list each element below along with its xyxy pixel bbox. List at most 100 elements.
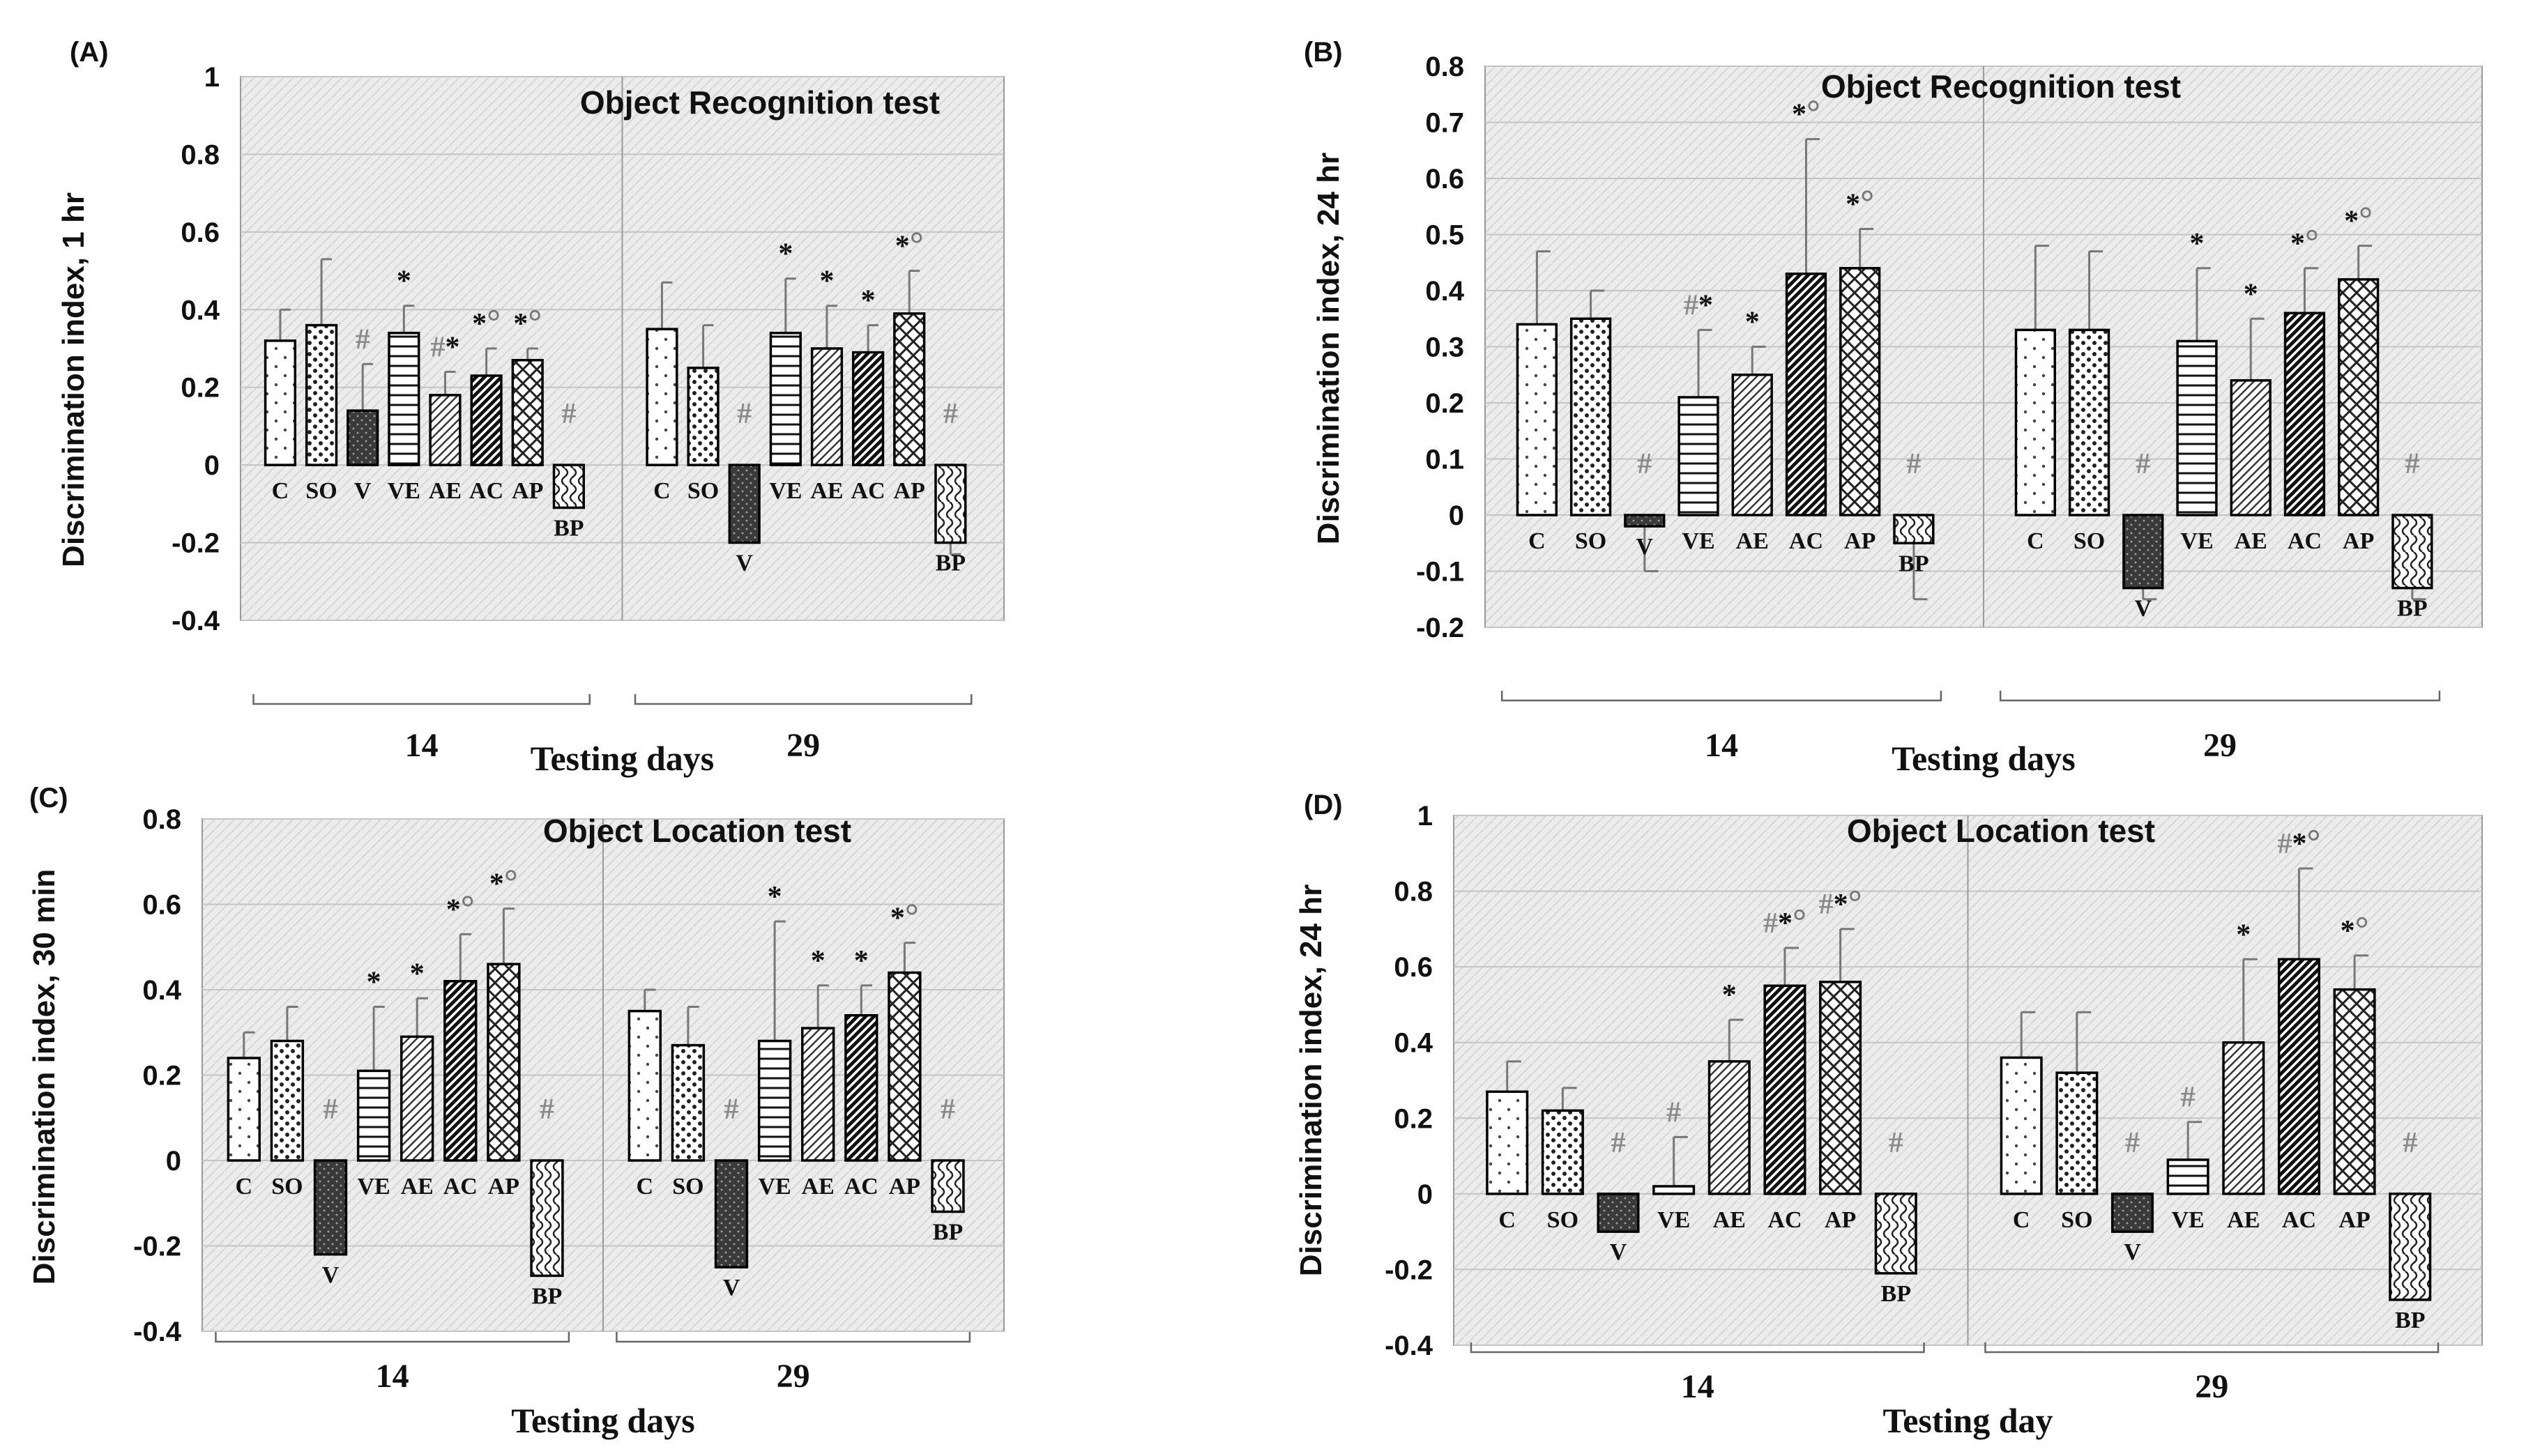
day-label: 29 (2195, 1368, 2228, 1405)
category-label: C (2013, 1207, 2030, 1233)
bar-ac (443, 980, 478, 1162)
bar-bp (552, 463, 585, 509)
significance-marker: # (561, 398, 576, 430)
category-label: C (272, 478, 289, 504)
category-label: V (354, 478, 372, 504)
significance-marker: * (854, 945, 869, 977)
bar-ve (769, 331, 802, 466)
category-label: SO (271, 1174, 303, 1200)
category-label: AC (2288, 528, 2322, 554)
y-tick-label: 0.2 (1394, 1103, 1433, 1134)
significance-marker: * (410, 958, 425, 990)
bar-v (1624, 514, 1666, 528)
category-label: VE (1682, 528, 1714, 554)
category-label: AC (469, 478, 503, 504)
day-label: 29 (786, 727, 820, 764)
bar-ve (757, 1039, 792, 1162)
category-label: SO (1575, 528, 1606, 554)
category-label: AC (1767, 1207, 1802, 1233)
y-tick-label: -0.1 (1416, 557, 1464, 588)
group-bracket (634, 694, 973, 705)
y-tick-label: 0.4 (142, 975, 181, 1006)
category-label: AP (1844, 528, 1876, 554)
significance-marker: * (819, 266, 834, 298)
category-label: VE (357, 1174, 390, 1200)
bar-c (227, 1057, 261, 1162)
bar-so (687, 367, 720, 466)
bar-c (1516, 323, 1558, 516)
bar-bp (1893, 514, 1935, 544)
bar-so (2068, 328, 2110, 516)
category-label: V (322, 1262, 340, 1288)
bar-so (1569, 317, 1612, 516)
bar-v (1597, 1193, 1640, 1233)
x-axis-label: Testing day (1882, 1401, 2053, 1440)
bar-bp (931, 1159, 965, 1213)
significance-marker: # (2136, 448, 2150, 480)
x-axis-label: Testing days (511, 1401, 695, 1440)
category-label: AE (2227, 1207, 2260, 1233)
category-label: VE (388, 478, 420, 504)
bar-c (646, 328, 678, 466)
category-label: AE (810, 478, 843, 504)
group-bracket (1500, 691, 1942, 702)
significance-marker: * (397, 266, 411, 298)
y-tick-label: 0.6 (181, 217, 220, 248)
bar-ac (1763, 984, 1806, 1195)
group-bracket (252, 694, 591, 705)
group-bracket (1999, 691, 2441, 702)
category-label: SO (1547, 1207, 1578, 1233)
group-bracket (215, 1332, 570, 1343)
significance-marker: # (324, 1094, 338, 1126)
bar-bp (2389, 1193, 2432, 1301)
category-label: AC (844, 1174, 878, 1200)
significance-marker: *° (2341, 909, 2369, 948)
significance-marker: #*° (1819, 882, 1862, 921)
day-label: 14 (1705, 727, 1738, 764)
y-axis-label: Discrimination index, 30 min (27, 869, 61, 1285)
bar-ap (1839, 267, 1881, 516)
category-label: SO (672, 1174, 703, 1200)
significance-marker: # (1637, 448, 1652, 480)
significance-marker: * (768, 881, 782, 913)
y-tick-label: -0.4 (133, 1317, 182, 1347)
category-label: V (723, 1275, 740, 1301)
category-label: C (2027, 528, 2044, 554)
day-label: 29 (2203, 727, 2237, 764)
category-label: SO (687, 478, 719, 504)
x-axis-label: Testing days (1892, 739, 2076, 778)
panel-label: (C) (29, 783, 68, 813)
bar-c (1486, 1090, 1529, 1195)
significance-marker: * (2190, 228, 2205, 260)
bar-ac (851, 351, 885, 466)
significance-marker: *° (2290, 222, 2319, 261)
y-tick-label: 0.2 (181, 373, 220, 404)
bar-ap (487, 963, 521, 1162)
bar-ve (1677, 396, 1719, 516)
significance-marker: * (2244, 278, 2258, 310)
bar-ve (388, 331, 420, 466)
significance-marker: * (778, 238, 793, 270)
category-label: BP (532, 1283, 562, 1309)
y-tick-label: 0.4 (1394, 1028, 1433, 1059)
bar-v (2110, 1193, 2154, 1233)
significance-marker: * (811, 945, 825, 977)
significance-marker: * (1722, 979, 1737, 1011)
category-label: C (653, 478, 671, 504)
y-tick-label: 0.8 (1394, 877, 1433, 907)
category-label: AP (2343, 528, 2374, 554)
bar-ac (2277, 958, 2320, 1195)
y-tick-label: -0.2 (133, 1232, 181, 1262)
significance-marker: # (737, 398, 752, 430)
chart-title: Object Recognition test (580, 84, 940, 121)
significance-marker: *° (895, 224, 924, 263)
y-tick-label: 1 (1417, 801, 1433, 832)
category-label: BP (1899, 551, 1928, 576)
bar-so (671, 1043, 706, 1162)
significance-marker: *° (2344, 199, 2373, 238)
bar-ap (511, 358, 544, 466)
chart-title: Object Location test (1847, 813, 2155, 849)
bar-ve (1652, 1185, 1696, 1195)
y-tick-label: 0.3 (1425, 332, 1464, 363)
y-tick-label: 0.5 (1425, 220, 1464, 251)
